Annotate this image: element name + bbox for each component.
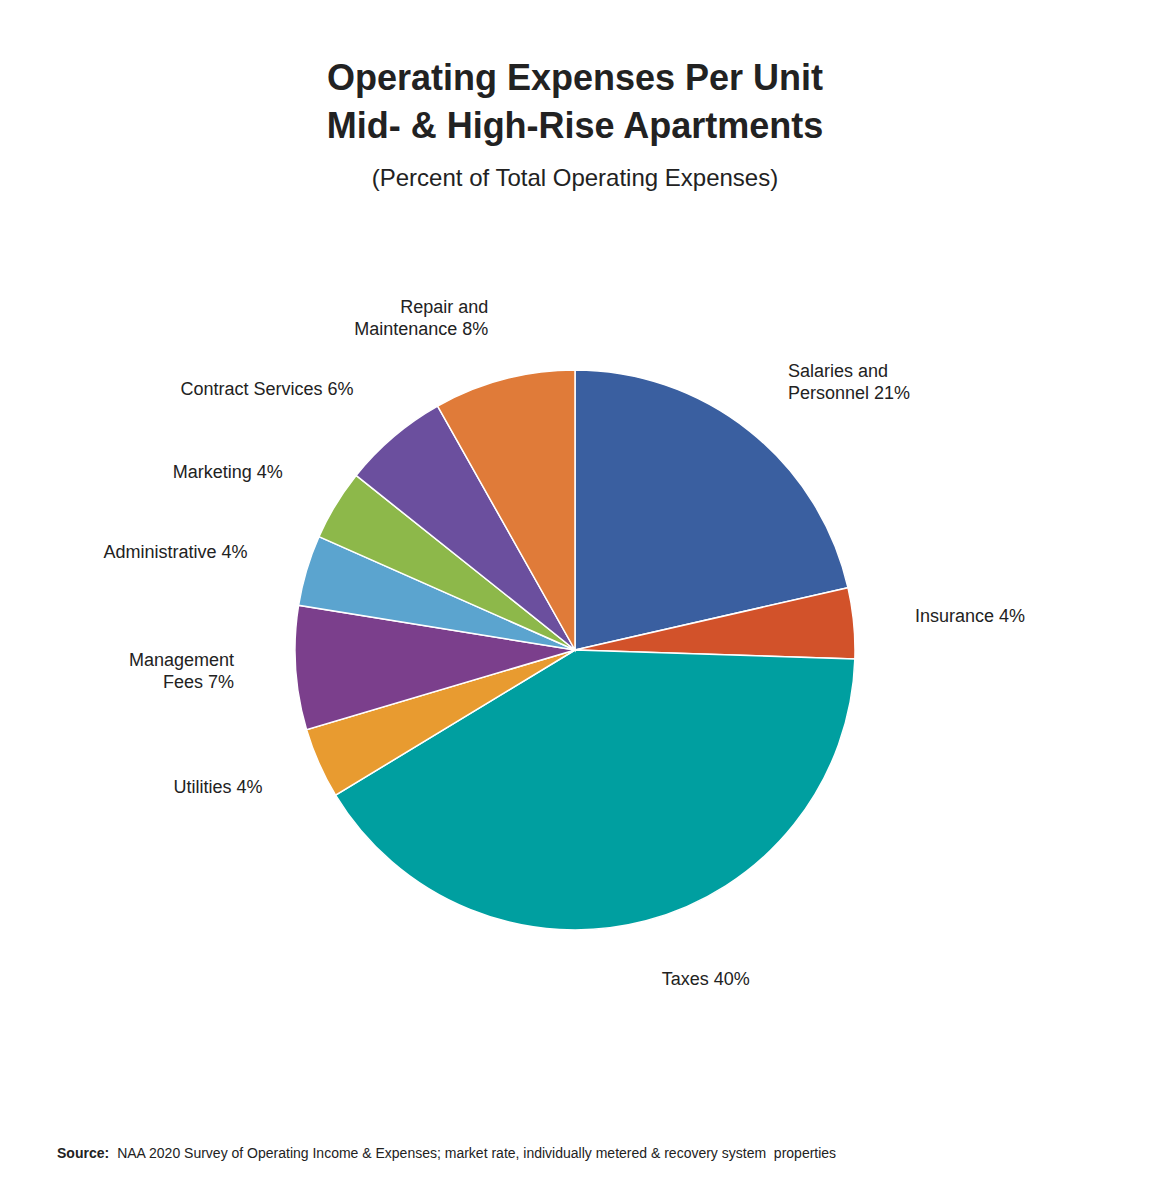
slice-label: Administrative 4%	[103, 542, 247, 562]
annotation: Source:	[57, 1145, 109, 1161]
title: Mid- & High-Rise Apartments	[327, 105, 824, 146]
pie-slice	[575, 588, 855, 659]
slice-label: Utilities 4%	[174, 777, 263, 797]
pie-slice	[438, 370, 575, 650]
subtitle: (Percent of Total Operating Expenses)	[372, 164, 778, 191]
source-note: Source: NAA 2020 Survey of Operating Inco…	[57, 1145, 836, 1161]
slice-label: Repair andMaintenance 8%	[354, 297, 488, 339]
slice-label: Salaries andPersonnel 21%	[788, 361, 910, 403]
slice-label: Insurance 4%	[915, 606, 1025, 626]
slice-labels: Salaries andPersonnel 21% Insurance 4% Tax…	[103, 297, 1025, 989]
pie	[295, 370, 855, 930]
slice-label: ManagementFees 7%	[129, 650, 234, 692]
slice-label: Taxes 40%	[662, 969, 750, 989]
slice-label: Marketing 4%	[173, 462, 283, 482]
chart-svg: Operating Expenses Per Unit Mid- & High-R…	[0, 0, 1150, 1200]
chart-container: Operating Expenses Per Unit Mid- & High-R…	[0, 0, 1150, 1200]
slice-label: Contract Services 6%	[180, 379, 353, 399]
annotation: NAA 2020 Survey of Operating Income & Ex…	[117, 1145, 836, 1161]
title: Operating Expenses Per Unit	[327, 57, 823, 98]
